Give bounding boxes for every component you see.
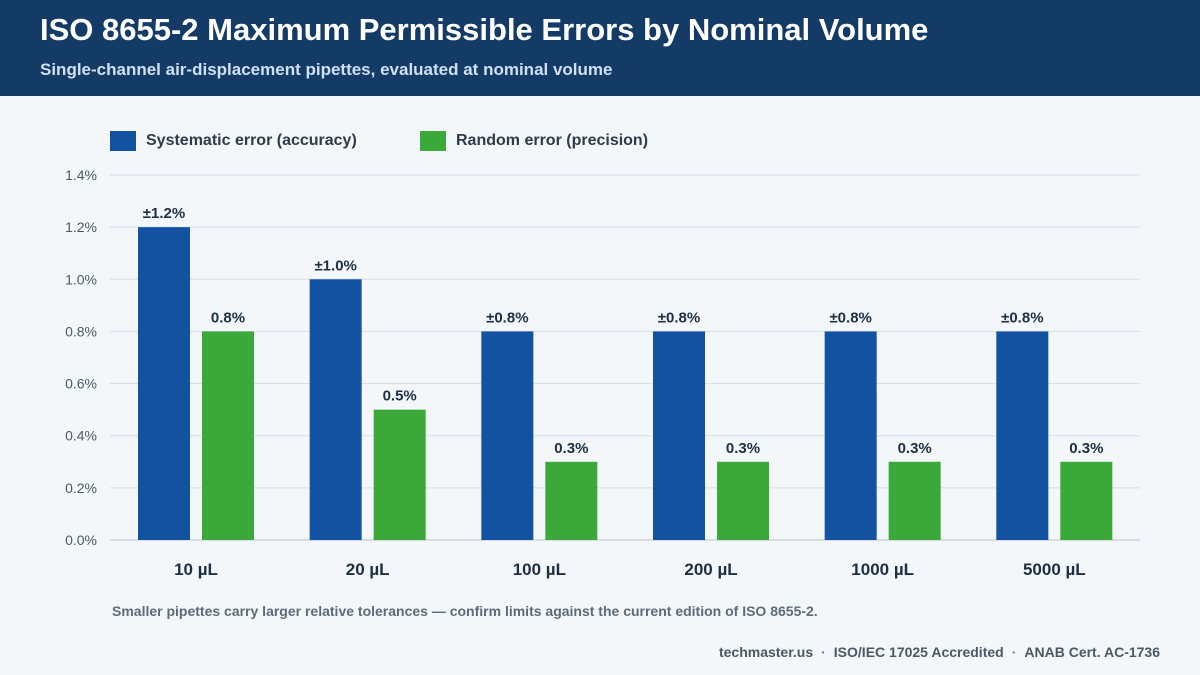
footer-cert: ANAB Cert. AC-1736 <box>1024 644 1160 660</box>
footer-accreditation: ISO/IEC 17025 Accredited <box>833 644 1004 660</box>
bar-random <box>373 409 426 540</box>
x-category-label: 20 µL <box>346 560 390 579</box>
bar-systematic <box>138 227 190 540</box>
legend-swatch-random <box>420 131 446 151</box>
bar-random <box>202 331 254 540</box>
bar-random <box>1060 461 1113 540</box>
footer: techmaster.us · ISO/IEC 17025 Accredited · A… <box>719 644 1160 660</box>
x-category-label: 1000 µL <box>851 560 914 579</box>
bar-systematic <box>309 279 362 540</box>
bar-data-label: 0.3% <box>1069 440 1103 457</box>
bar-systematic <box>824 331 877 540</box>
bar-data-label: 0.3% <box>554 440 588 457</box>
bar-data-label: ±0.8% <box>658 309 700 326</box>
legend-item-random: Random error (precision) <box>420 131 648 151</box>
x-category-label: 10 µL <box>174 560 218 579</box>
x-category-label: 100 µL <box>513 560 566 579</box>
y-tick-label: 0.4% <box>65 428 97 444</box>
bar-random <box>545 461 598 540</box>
bar-data-label: ±0.8% <box>1001 309 1043 326</box>
footer-separator: · <box>1011 644 1017 660</box>
legend-label-systematic: Systematic error (accuracy) <box>146 132 357 149</box>
bar-data-label: 0.5% <box>383 388 417 405</box>
bar-data-label: 0.3% <box>726 440 760 457</box>
bar-data-label: ±1.2% <box>143 205 185 222</box>
y-tick-label: 0.8% <box>65 323 97 339</box>
bar-random <box>888 461 941 540</box>
footer-site: techmaster.us <box>718 644 814 660</box>
y-tick-label: 1.4% <box>65 167 97 183</box>
bar-systematic <box>481 331 534 540</box>
y-tick-label: 1.2% <box>65 219 97 235</box>
bar-data-label: ±1.0% <box>314 257 356 274</box>
bar-data-label: 0.8% <box>211 309 245 326</box>
legend-item-systematic: Systematic error (accuracy) <box>110 131 357 151</box>
bar-systematic <box>653 331 705 540</box>
legend-swatch-systematic <box>110 131 136 151</box>
bar-data-label: ±0.8% <box>486 309 528 326</box>
y-tick-label: 0.0% <box>65 532 97 548</box>
legend-label-random: Random error (precision) <box>456 132 649 149</box>
bar-data-label: 0.3% <box>898 440 932 457</box>
y-tick-label: 0.2% <box>65 480 97 496</box>
bar-systematic <box>996 331 1049 540</box>
chart-subtitle: Single-channel air-displacement pipettes… <box>40 60 613 79</box>
x-category-label: 200 µL <box>684 560 737 579</box>
y-tick-label: 0.6% <box>65 376 97 392</box>
chart-title: ISO 8655-2 Maximum Permissible Errors by… <box>40 12 929 47</box>
footnote: Smaller pipettes carry larger relative t… <box>112 603 818 619</box>
bar-random <box>717 461 769 540</box>
header-banner: ISO 8655-2 Maximum Permissible Errors by… <box>0 0 1200 96</box>
y-tick-label: 1.0% <box>65 271 97 287</box>
bar-data-label: ±0.8% <box>829 309 871 326</box>
x-category-label: 5000 µL <box>1023 560 1086 579</box>
footer-separator: · <box>821 644 826 660</box>
